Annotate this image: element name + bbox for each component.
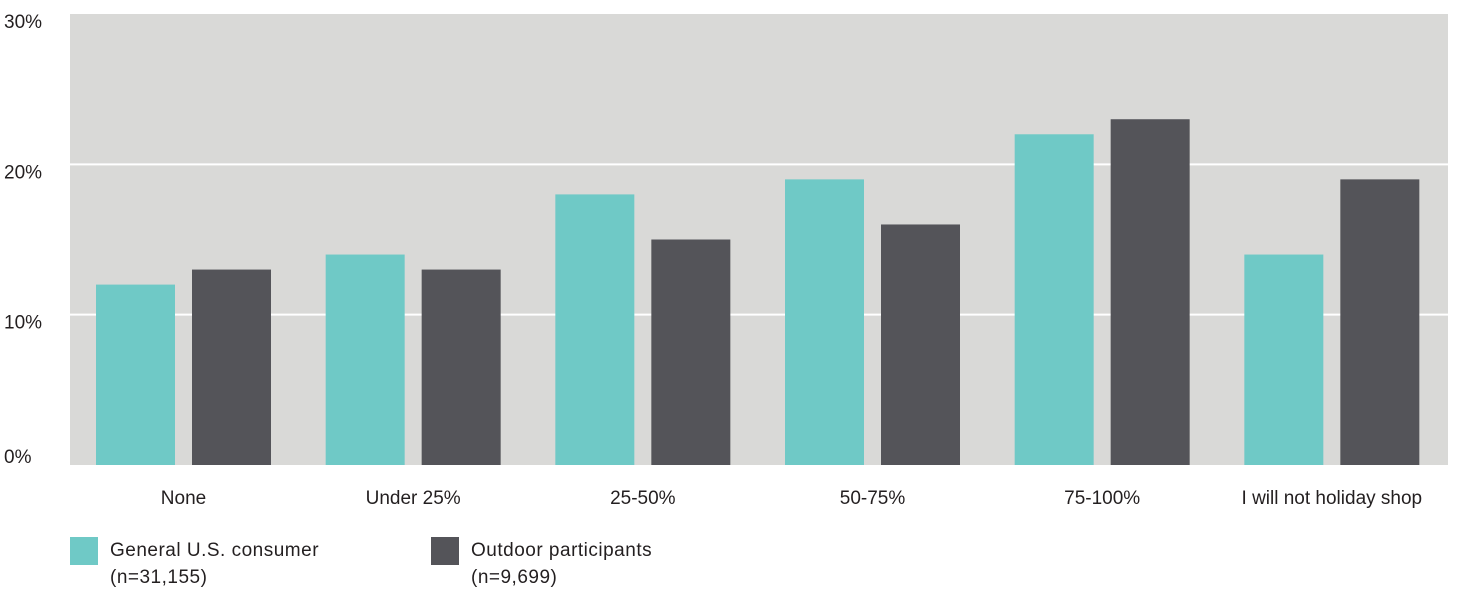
legend-label-outdoor-participants: Outdoor participants (n=9,699) — [471, 537, 652, 591]
bars — [96, 119, 1420, 465]
legend-label-general-consumer: General U.S. consumer (n=31,155) — [110, 537, 319, 591]
bar-general-consumer — [1244, 254, 1324, 465]
y-axis-tick-labels: 0% 10% 20% 30% — [4, 12, 42, 468]
y-tick-label: 0% — [4, 447, 32, 468]
bar-outdoor-participants — [651, 239, 731, 465]
legend-label-line2: (n=9,699) — [471, 567, 558, 588]
legend: General U.S. consumer (n=31,155) — [70, 537, 319, 591]
bar-outdoor-participants — [881, 224, 960, 465]
x-category-label: None — [161, 488, 206, 509]
bar-outdoor-participants — [1110, 119, 1190, 465]
gridlines — [70, 163, 1448, 316]
legend-label-line2: (n=31,155) — [110, 567, 208, 588]
legend-swatch-general-consumer — [70, 537, 98, 565]
x-axis-category-labels: None Under 25% 25-50% 50-75% 75-100% I will n… — [161, 488, 1422, 509]
legend-swatch-outdoor-participants — [431, 537, 459, 565]
bar-general-consumer — [1014, 134, 1094, 465]
y-tick-label: 20% — [4, 162, 42, 183]
x-category-label: 75-100% — [1064, 488, 1140, 509]
bar-outdoor-participants — [421, 269, 501, 465]
x-category-label: Under 25% — [366, 488, 461, 509]
y-tick-label: 10% — [4, 313, 42, 334]
x-category-label: I will not holiday shop — [1242, 488, 1423, 509]
bar-general-consumer — [555, 194, 635, 465]
legend-item-outdoor: Outdoor participants (n=9,699) — [431, 537, 652, 591]
bar-chart: 0% 10% 20% 30% None Under 25% 25-50% 50-75% 75-… — [4, 12, 1448, 509]
x-category-label: 50-75% — [840, 488, 906, 509]
bar-outdoor-participants — [1340, 179, 1420, 465]
legend-label-line1: General U.S. consumer — [110, 540, 320, 561]
bar-general-consumer — [325, 254, 405, 465]
bar-general-consumer — [96, 284, 175, 465]
plot-background — [70, 14, 1448, 465]
bar-general-consumer — [785, 179, 864, 465]
x-category-label: 25-50% — [610, 488, 676, 509]
legend-label-line1: Outdoor participants — [471, 540, 653, 561]
y-tick-label: 30% — [4, 12, 42, 33]
bar-outdoor-participants — [192, 269, 271, 465]
